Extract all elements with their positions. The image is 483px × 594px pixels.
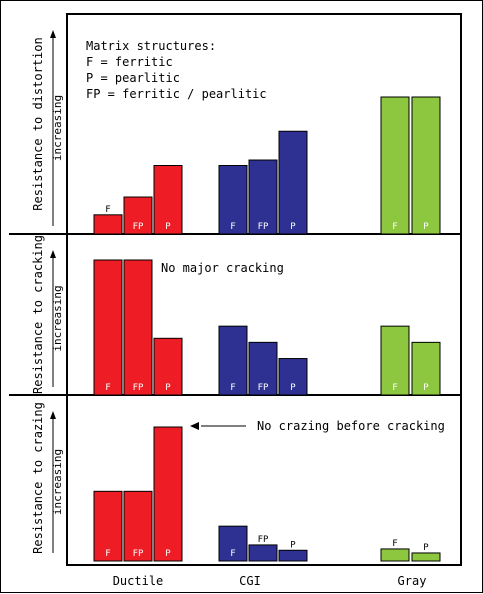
group-label-cgi: CGI bbox=[239, 574, 261, 588]
bar-label-cgi-fp-panel2: FP bbox=[258, 383, 269, 393]
bar-gray-f-panel1 bbox=[380, 96, 410, 235]
ylabel-panel1: Resistance to distortion bbox=[31, 37, 45, 210]
ysublabel-panel1: increasing bbox=[51, 95, 64, 161]
bar-ductile-fp-panel1 bbox=[123, 196, 153, 235]
ysublabel-panel3: increasing bbox=[51, 449, 64, 515]
bar-cgi-fp-panel2 bbox=[248, 341, 278, 396]
bar-label-cgi-f-panel2: F bbox=[230, 383, 235, 393]
bar-label-gray-p-panel2: P bbox=[423, 383, 429, 393]
bar-cgi-f-panel1 bbox=[218, 165, 248, 235]
bar-label-cgi-f-panel1: F bbox=[230, 222, 235, 232]
annotation-arrow-head bbox=[190, 422, 199, 430]
bar-ductile-fp-panel3 bbox=[123, 490, 153, 562]
bar-label-gray-f-panel2: F bbox=[392, 383, 397, 393]
bar-ductile-p-panel2 bbox=[153, 337, 183, 396]
bar-cgi-p-panel3 bbox=[278, 549, 308, 562]
bar-ductile-p-panel1 bbox=[153, 165, 183, 235]
bar-label-ductile-f-panel3: F bbox=[105, 549, 110, 559]
legend-line-1: Matrix structures: bbox=[86, 39, 216, 53]
bar-label-cgi-p-panel2: P bbox=[290, 383, 296, 393]
bar-gray-p-panel3 bbox=[411, 552, 441, 562]
y-arrow-head-panel2 bbox=[50, 250, 56, 258]
bar-label-ductile-p-panel2: P bbox=[165, 383, 171, 393]
bar-label-gray-p-panel3: P bbox=[423, 543, 429, 553]
bar-label-cgi-f-panel3: F bbox=[230, 549, 235, 559]
bar-cgi-fp-panel3 bbox=[248, 544, 278, 562]
bar-gray-f-panel3 bbox=[380, 548, 410, 562]
ysublabel-panel2: increasing bbox=[51, 285, 64, 351]
bar-label-ductile-f-panel2: F bbox=[105, 383, 110, 393]
y-arrow-head-panel3 bbox=[50, 411, 56, 419]
bar-cgi-fp-panel1 bbox=[248, 159, 278, 235]
ylabel-panel3: Resistance to crazing bbox=[31, 402, 45, 554]
plot-border bbox=[66, 13, 462, 566]
bar-ductile-p-panel3 bbox=[153, 426, 183, 562]
bar-cgi-p-panel2 bbox=[278, 358, 308, 396]
bar-label-gray-f-panel3: F bbox=[392, 539, 397, 549]
bar-label-cgi-fp-panel3: FP bbox=[258, 535, 269, 545]
group-label-ductile: Ductile bbox=[113, 574, 164, 588]
bar-label-ductile-p-panel1: P bbox=[165, 222, 171, 232]
bar-ductile-fp-panel2 bbox=[123, 259, 153, 396]
bar-gray-p-panel2 bbox=[411, 341, 441, 396]
bar-label-cgi-p-panel3: P bbox=[290, 540, 296, 550]
bar-cgi-p-panel1 bbox=[278, 130, 308, 235]
bar-label-ductile-p-panel3: P bbox=[165, 549, 171, 559]
annotation-no-crazing-before-cracking: No crazing before cracking bbox=[257, 419, 445, 433]
bar-label-gray-p-panel1: P bbox=[423, 222, 429, 232]
bar-label-cgi-p-panel1: P bbox=[290, 222, 296, 232]
bar-cgi-f-panel2 bbox=[218, 325, 248, 396]
bar-gray-f-panel2 bbox=[380, 325, 410, 396]
bar-cgi-f-panel3 bbox=[218, 525, 248, 562]
bar-label-ductile-fp-panel3: FP bbox=[133, 549, 144, 559]
group-label-gray: Gray bbox=[398, 574, 427, 588]
annotation-no-major-cracking: No major cracking bbox=[161, 261, 284, 275]
bar-ductile-f-panel1 bbox=[93, 214, 123, 235]
legend-line-4: FP = ferritic / pearlitic bbox=[86, 87, 267, 101]
bar-ductile-f-panel2 bbox=[93, 259, 123, 396]
bar-label-ductile-fp-panel1: FP bbox=[133, 222, 144, 232]
y-arrow-head-panel1 bbox=[50, 30, 56, 38]
legend-line-3: P = pearlitic bbox=[86, 71, 180, 85]
ylabel-panel2: Resistance to cracking bbox=[31, 235, 45, 394]
legend-line-2: F = ferritic bbox=[86, 55, 173, 69]
bar-label-gray-f-panel1: F bbox=[392, 222, 397, 232]
bar-label-ductile-f-panel1: F bbox=[105, 205, 110, 215]
bar-gray-p-panel1 bbox=[411, 96, 441, 235]
bar-label-cgi-fp-panel1: FP bbox=[258, 222, 269, 232]
bar-ductile-f-panel3 bbox=[93, 490, 123, 562]
bar-label-ductile-fp-panel2: FP bbox=[133, 383, 144, 393]
